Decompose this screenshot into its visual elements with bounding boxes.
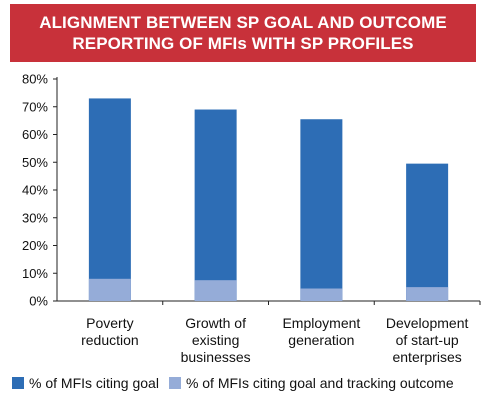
legend-swatch-goal — [12, 377, 24, 389]
bar-goal — [88, 98, 131, 301]
legend-item-goal: % of MFIs citing goal — [12, 375, 159, 391]
legend: % of MFIs citing goal % of MFIs citing g… — [12, 374, 464, 392]
y-tick-label: 10% — [22, 266, 48, 281]
chart-title-line-2: REPORTING OF MFIs WITH SP PROFILES — [72, 34, 414, 53]
y-tick-label: 60% — [22, 127, 48, 142]
bar-tracking — [406, 287, 449, 301]
bar-tracking — [300, 288, 343, 301]
y-tick-label: 0% — [29, 294, 48, 309]
title-banner: ALIGNMENT BETWEEN SP GOAL AND OUTCOME RE… — [10, 4, 476, 62]
x-category-label: generation — [288, 332, 354, 348]
x-category-label: Poverty — [86, 315, 133, 331]
x-category-label: of start-up — [396, 332, 459, 348]
legend-label-tracking: % of MFIs citing goal and tracking outco… — [185, 375, 454, 391]
bar-goal — [300, 119, 343, 301]
y-tick-label: 20% — [22, 238, 48, 253]
bar-tracking — [194, 280, 237, 301]
x-category-label: existing — [192, 332, 239, 348]
x-category-label: Employment — [282, 315, 360, 331]
y-tick-label: 30% — [22, 210, 48, 225]
bar-tracking — [88, 278, 131, 301]
x-category-label: Development — [386, 315, 469, 331]
x-category-label: Growth of — [185, 315, 246, 331]
chart-title-line-1: ALIGNMENT BETWEEN SP GOAL AND OUTCOME — [39, 13, 447, 32]
x-category-label: businesses — [181, 349, 251, 365]
legend-swatch-tracking — [168, 377, 181, 389]
y-tick-label: 50% — [22, 155, 48, 170]
y-tick-label: 80% — [22, 72, 48, 87]
bar-goal — [194, 109, 237, 302]
x-category-label: enterprises — [392, 349, 461, 365]
legend-label-goal: % of MFIs citing goal — [29, 375, 159, 391]
legend-item-tracking: % of MFIs citing goal and tracking outco… — [168, 375, 454, 391]
bar-goal — [406, 163, 449, 301]
y-tick-label: 40% — [22, 183, 48, 198]
x-category-label: reduction — [81, 332, 139, 348]
y-tick-label: 70% — [22, 99, 48, 114]
